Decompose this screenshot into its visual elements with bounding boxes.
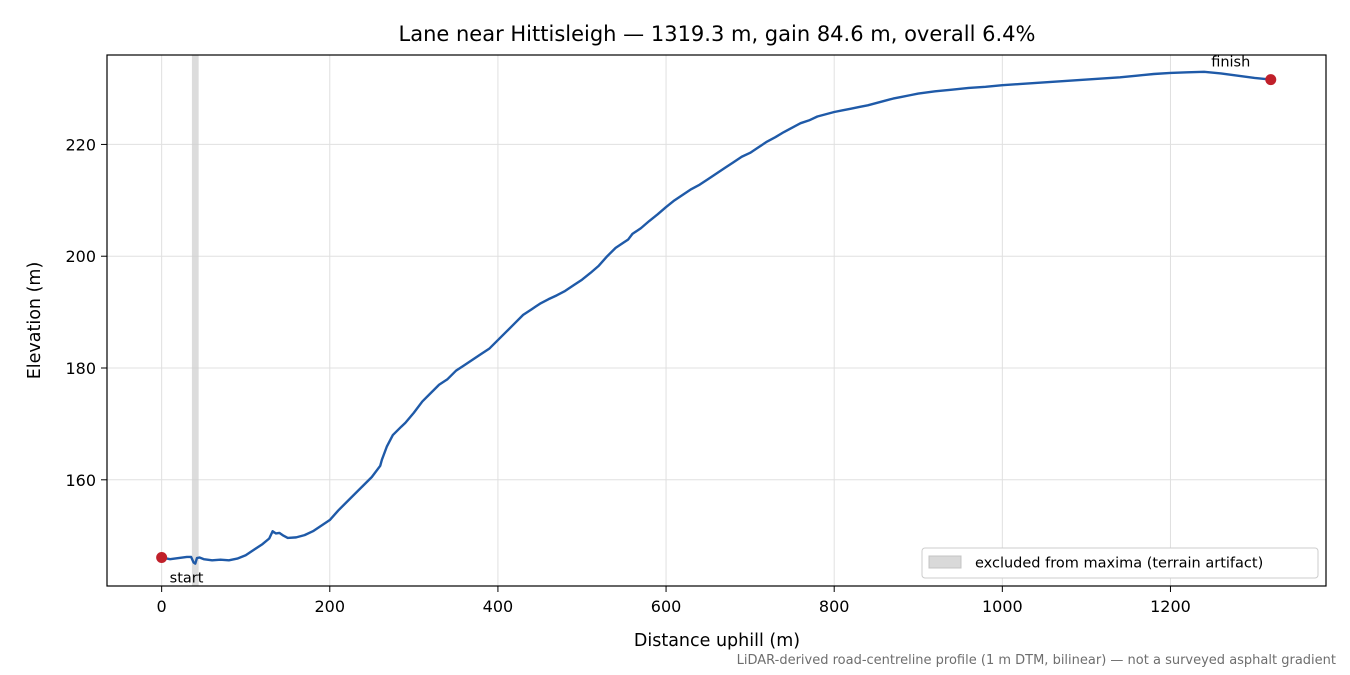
y-axis-ticks: 160 180 200 220	[65, 135, 107, 490]
elevation-profile-line	[161, 70, 1271, 565]
x-axis-label: Distance uphill (m)	[634, 631, 800, 651]
grid	[107, 55, 1326, 586]
chart-title: Lane near Hittisleigh — 1319.3 m, gain 8…	[399, 22, 1036, 46]
excluded-band	[191, 55, 199, 586]
x-axis-ticks: 0 200 400 600 800 1000 1200	[157, 586, 1191, 616]
legend: excluded from maxima (terrain artifact)	[921, 547, 1319, 579]
y-tick-label: 220	[65, 135, 96, 154]
x-tick-label: 1000	[982, 597, 1023, 616]
finish-label: finish	[1211, 55, 1250, 71]
legend-box	[921, 547, 1319, 579]
x-tick-label: 1200	[1150, 597, 1191, 616]
start-marker	[156, 551, 168, 563]
y-tick-label: 200	[65, 247, 96, 266]
y-tick-label: 180	[65, 359, 96, 378]
legend-swatch	[928, 555, 962, 569]
finish-marker	[1265, 74, 1277, 86]
y-axis-label: Elevation (m)	[25, 262, 45, 380]
x-tick-label: 800	[819, 597, 850, 616]
plot-frame	[106, 54, 1327, 587]
y-tick-label: 160	[65, 471, 96, 490]
start-label: start	[170, 570, 204, 586]
footnote: LiDAR-derived road-centreline profile (1…	[737, 653, 1336, 668]
x-tick-label: 200	[315, 597, 346, 616]
legend-label: excluded from maxima (terrain artifact)	[975, 556, 1263, 572]
x-tick-label: 0	[157, 597, 167, 616]
x-tick-label: 600	[651, 597, 682, 616]
x-tick-label: 400	[483, 597, 514, 616]
